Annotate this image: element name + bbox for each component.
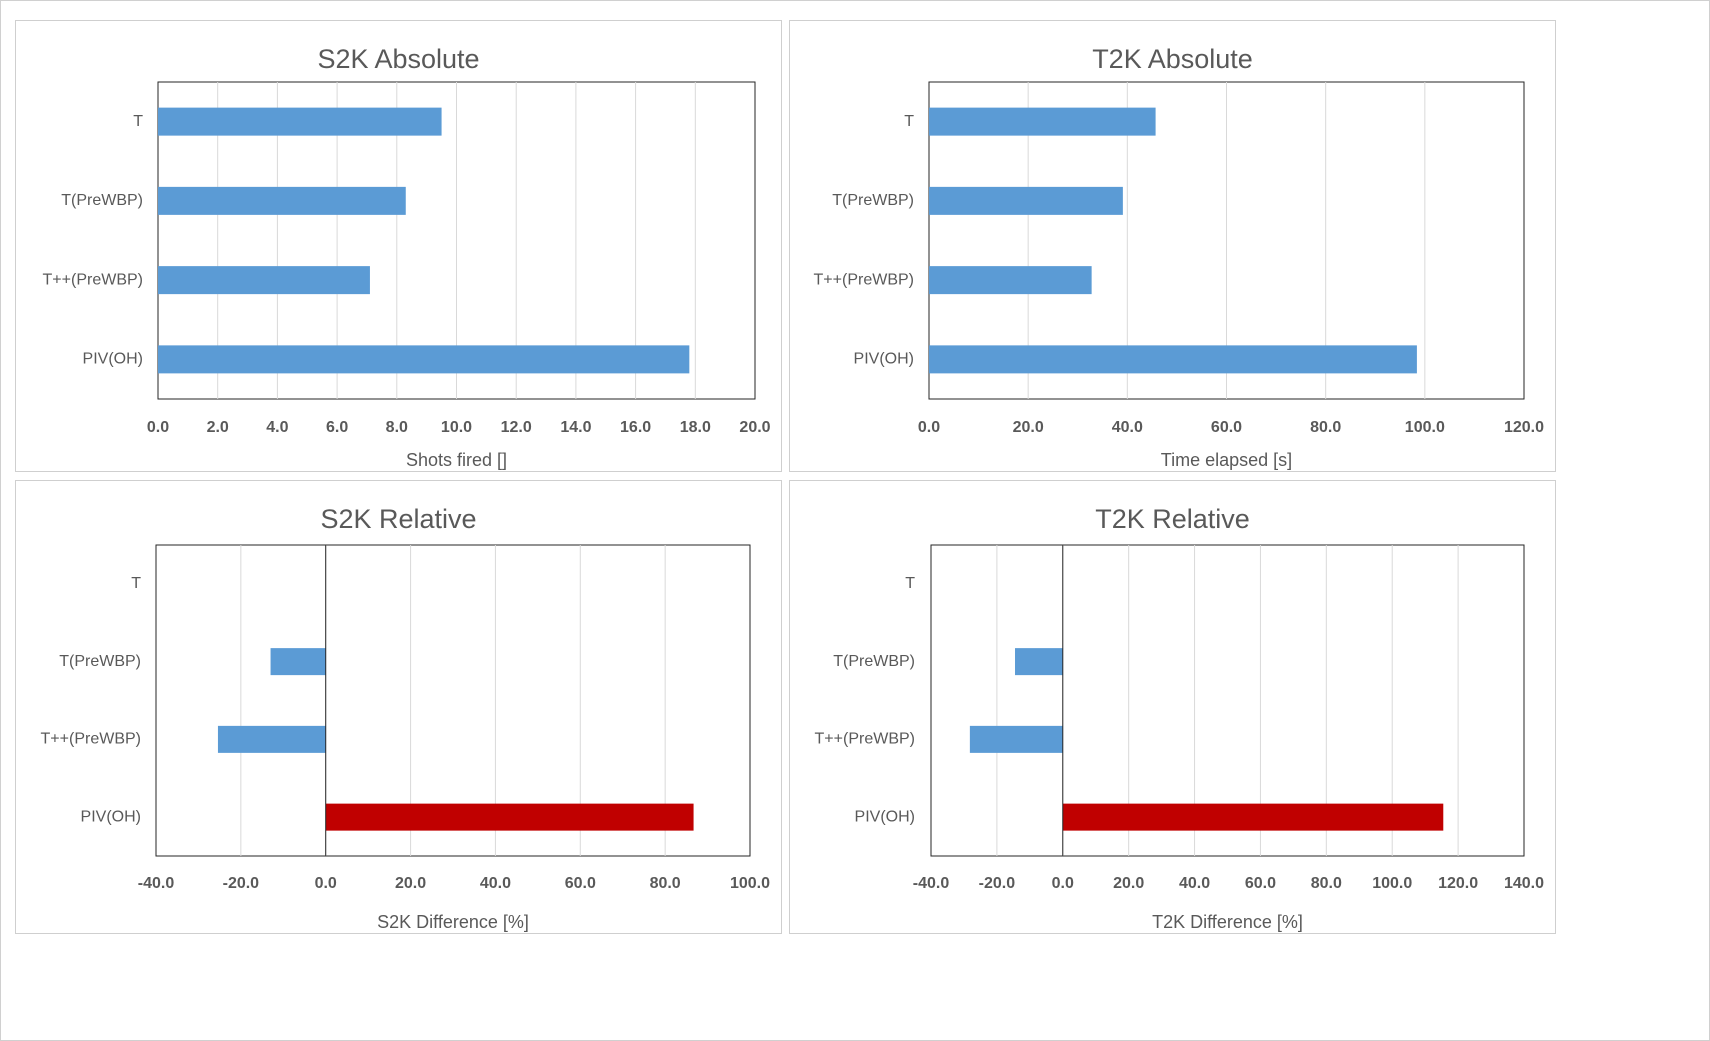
x-tick-label: 20.0 bbox=[1013, 419, 1044, 436]
x-tick-label: 2.0 bbox=[207, 419, 229, 436]
x-tick-label: 40.0 bbox=[1112, 419, 1143, 436]
category-label-piv-oh: PIV(OH) bbox=[854, 351, 914, 368]
bar-t-prewbp bbox=[929, 186, 1123, 215]
x-tick-label: 20.0 bbox=[739, 419, 770, 436]
bar-t-prewbp bbox=[1015, 648, 1063, 676]
chart-title: S2K Absolute bbox=[317, 44, 479, 74]
category-label-piv-oh: PIV(OH) bbox=[855, 808, 915, 825]
category-label-t-prewbp: T++(PreWBP) bbox=[41, 731, 141, 748]
x-tick-label: 40.0 bbox=[480, 875, 511, 892]
x-tick-label: 100.0 bbox=[730, 875, 770, 892]
category-label-t-prewbp: T++(PreWBP) bbox=[43, 271, 143, 288]
x-tick-label: 12.0 bbox=[501, 419, 532, 436]
x-tick-label: 8.0 bbox=[386, 419, 408, 436]
s2k-relative-chart: S2K Relative -40.0 -20.0 0.0 20.0 40.0 60.0 80.… bbox=[41, 504, 771, 932]
x-tick-label: 60.0 bbox=[1245, 875, 1276, 892]
s2k-absolute-panel: S2K Absolute 0.0 2.0 4.0 6.0 8.0 10.0 12.0 14.0 1… bbox=[15, 20, 782, 472]
category-label-t-prewbp: T++(PreWBP) bbox=[814, 271, 914, 288]
x-tick-label: 14.0 bbox=[560, 419, 591, 436]
x-tick-label: 20.0 bbox=[395, 875, 426, 892]
chart-title: T2K Absolute bbox=[1092, 44, 1253, 74]
category-label-t: T bbox=[133, 113, 143, 130]
category-label-t-prewbp: T(PreWBP) bbox=[59, 653, 141, 670]
x-tick-label: 80.0 bbox=[1310, 419, 1341, 436]
x-tick-label: 4.0 bbox=[266, 419, 288, 436]
bar-piv-oh bbox=[325, 803, 694, 831]
category-label-t-prewbp: T(PreWBP) bbox=[61, 192, 143, 209]
x-axis-title: S2K Difference [%] bbox=[377, 912, 529, 932]
bar-t-prewbp bbox=[158, 186, 406, 215]
t2k-absolute-chart: T2K Absolute 0.0 20.0 40.0 60.0 80.0 100.0 120.… bbox=[814, 44, 1545, 470]
category-label-t: T bbox=[131, 575, 141, 592]
x-tick-label: 60.0 bbox=[1211, 419, 1242, 436]
x-tick-label: 0.0 bbox=[315, 875, 337, 892]
x-tick-label: 20.0 bbox=[1113, 875, 1144, 892]
t2k-relative-panel: T2K Relative -40.0 -20.0 0.0 20.0 40.0 60.0 80.… bbox=[789, 480, 1556, 934]
x-axis-title: T2K Difference [%] bbox=[1152, 912, 1303, 932]
x-tick-label: 80.0 bbox=[1311, 875, 1342, 892]
x-tick-label: 10.0 bbox=[441, 419, 472, 436]
x-tick-label: 40.0 bbox=[1179, 875, 1210, 892]
x-tick-label: 18.0 bbox=[680, 419, 711, 436]
category-label-t-prewbp: T(PreWBP) bbox=[833, 653, 915, 670]
bar-t-prewbp bbox=[158, 266, 370, 295]
x-tick-label: 0.0 bbox=[918, 419, 940, 436]
category-label-t: T bbox=[905, 575, 915, 592]
category-label-piv-oh: PIV(OH) bbox=[83, 351, 143, 368]
x-tick-label: 60.0 bbox=[565, 875, 596, 892]
bar-piv-oh bbox=[929, 345, 1417, 374]
x-tick-label: 100.0 bbox=[1405, 419, 1445, 436]
chart-title: S2K Relative bbox=[320, 504, 476, 534]
x-tick-label: -40.0 bbox=[913, 875, 950, 892]
bar-t-prewbp bbox=[217, 725, 326, 753]
x-tick-label: 0.0 bbox=[147, 419, 169, 436]
s2k-relative-panel: S2K Relative -40.0 -20.0 0.0 20.0 40.0 60.0 80.… bbox=[15, 480, 782, 934]
x-tick-label: -20.0 bbox=[223, 875, 260, 892]
bar-t bbox=[929, 107, 1156, 136]
category-label-t-prewbp: T(PreWBP) bbox=[832, 192, 914, 209]
x-axis-title: Time elapsed [s] bbox=[1161, 450, 1292, 470]
x-tick-label: 120.0 bbox=[1438, 875, 1478, 892]
x-axis-title: Shots fired [] bbox=[406, 450, 507, 470]
category-label-t: T bbox=[904, 113, 914, 130]
category-label-piv-oh: PIV(OH) bbox=[81, 808, 141, 825]
bar-t-prewbp bbox=[270, 648, 326, 676]
x-tick-label: 80.0 bbox=[650, 875, 681, 892]
x-tick-label: -40.0 bbox=[138, 875, 175, 892]
bar-t-prewbp bbox=[969, 725, 1063, 753]
category-label-t-prewbp: T++(PreWBP) bbox=[815, 731, 915, 748]
x-tick-label: 120.0 bbox=[1504, 419, 1544, 436]
x-tick-label: -20.0 bbox=[979, 875, 1016, 892]
x-tick-label: 100.0 bbox=[1372, 875, 1412, 892]
x-tick-label: 6.0 bbox=[326, 419, 348, 436]
bar-piv-oh bbox=[158, 345, 690, 374]
s2k-absolute-chart: S2K Absolute 0.0 2.0 4.0 6.0 8.0 10.0 12.0 14.0 1… bbox=[43, 44, 771, 470]
bar-t bbox=[158, 107, 442, 136]
x-tick-label: 0.0 bbox=[1052, 875, 1074, 892]
bar-piv-oh bbox=[1062, 803, 1444, 831]
t2k-relative-chart: T2K Relative -40.0 -20.0 0.0 20.0 40.0 60.0 80.… bbox=[815, 504, 1545, 932]
x-tick-label: 16.0 bbox=[620, 419, 651, 436]
bar-t-prewbp bbox=[929, 266, 1092, 295]
chart-title: T2K Relative bbox=[1095, 504, 1250, 534]
x-tick-label: 140.0 bbox=[1504, 875, 1544, 892]
t2k-absolute-panel: T2K Absolute 0.0 20.0 40.0 60.0 80.0 100.0 120.… bbox=[789, 20, 1556, 472]
